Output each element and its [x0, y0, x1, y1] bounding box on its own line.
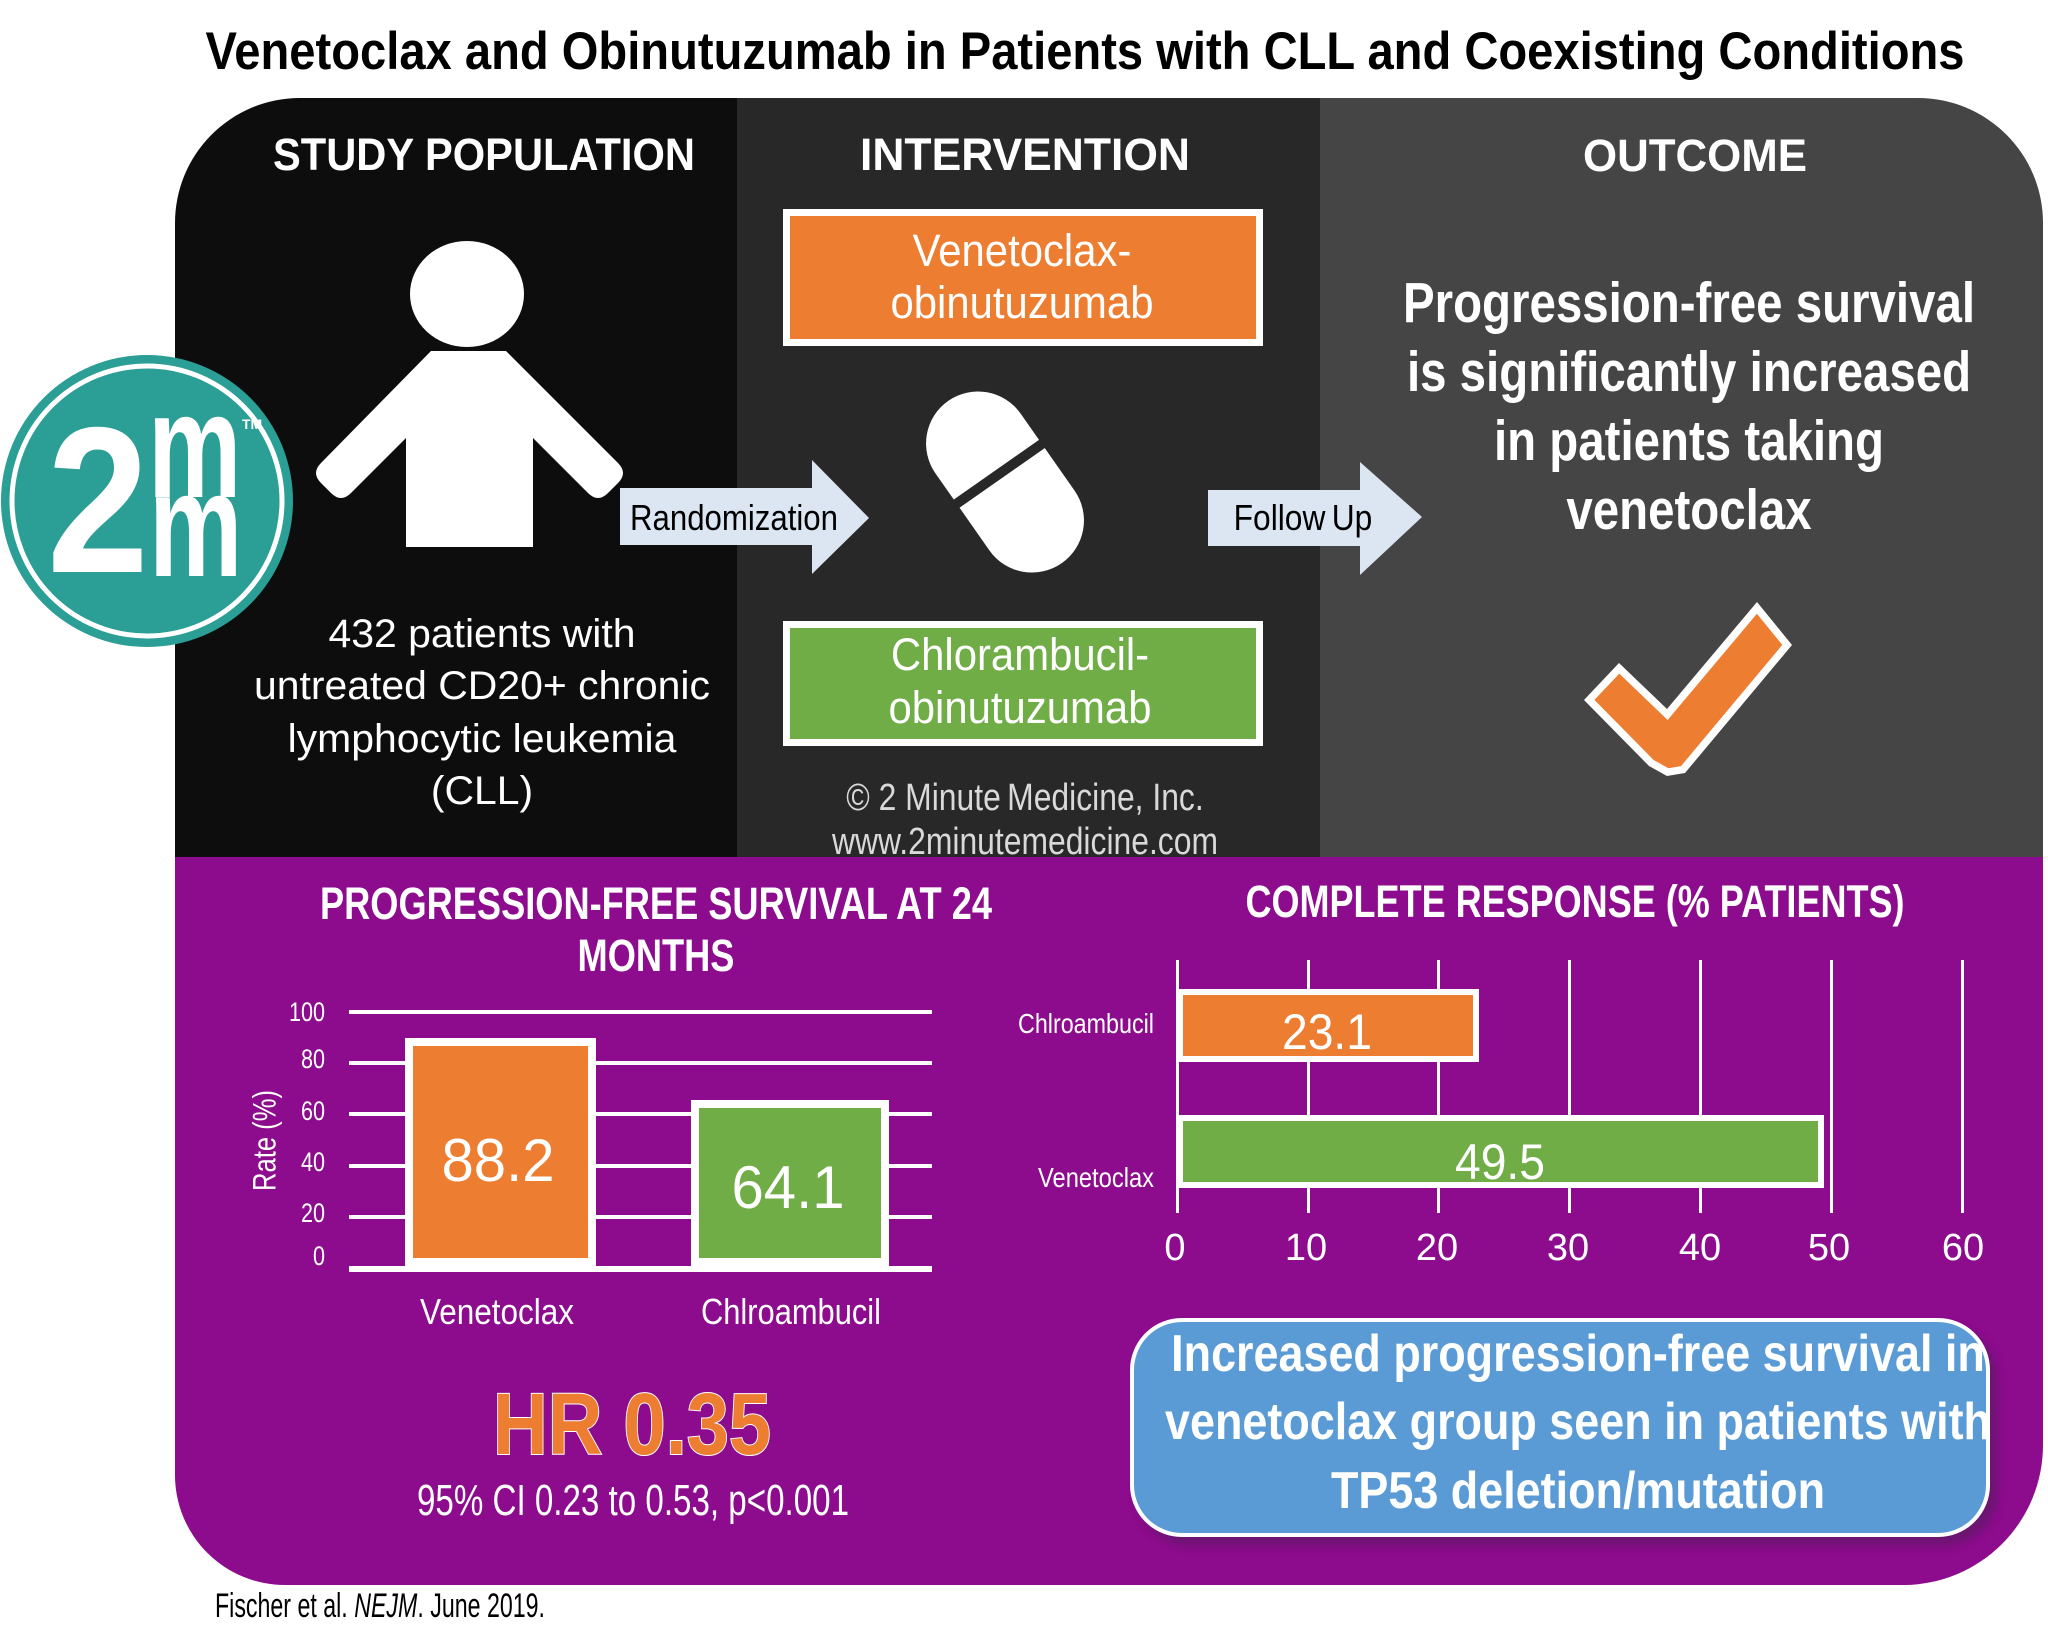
svg-text:m: m: [148, 363, 241, 530]
svg-text:m: m: [149, 442, 242, 609]
svg-text:2: 2: [47, 384, 149, 617]
svg-text:TM: TM: [242, 416, 262, 432]
